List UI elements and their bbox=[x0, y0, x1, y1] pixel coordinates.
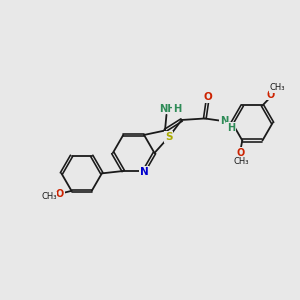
Text: S: S bbox=[165, 132, 172, 142]
Text: CH₃: CH₃ bbox=[269, 83, 285, 92]
Text: H: H bbox=[173, 104, 181, 114]
Text: H: H bbox=[227, 123, 235, 133]
Text: CH₃: CH₃ bbox=[41, 192, 57, 201]
Text: O: O bbox=[56, 189, 64, 199]
Text: N: N bbox=[220, 116, 228, 127]
Text: O: O bbox=[236, 148, 244, 158]
Text: O: O bbox=[267, 90, 275, 100]
Text: O: O bbox=[203, 92, 212, 102]
Text: NH: NH bbox=[159, 104, 176, 114]
Text: N: N bbox=[140, 167, 148, 177]
Text: CH₃: CH₃ bbox=[234, 157, 249, 166]
